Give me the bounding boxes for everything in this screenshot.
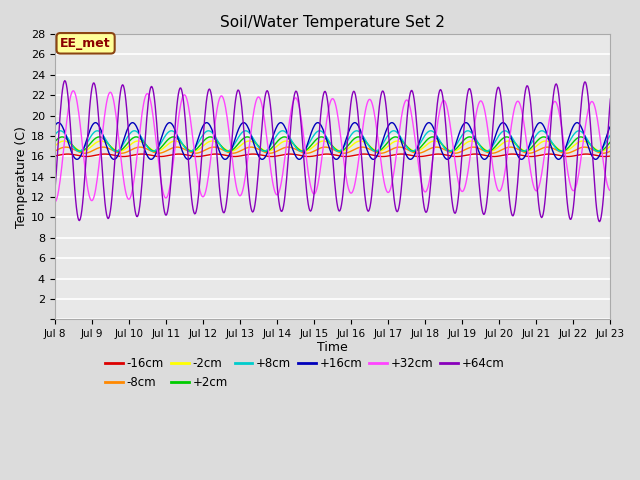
-8cm [175, 144, 182, 150]
+64cm [596, 219, 604, 225]
+16cm [204, 120, 212, 126]
Line: +64cm: +64cm [55, 81, 611, 222]
+64cm [401, 142, 409, 148]
X-axis label: Time: Time [317, 340, 348, 354]
-8cm [61, 144, 68, 150]
Line: -16cm: -16cm [55, 154, 611, 156]
+64cm [61, 79, 69, 84]
Line: -2cm: -2cm [55, 141, 611, 151]
Line: +2cm: +2cm [55, 137, 611, 151]
+2cm [51, 139, 59, 145]
Y-axis label: Temperature (C): Temperature (C) [15, 126, 28, 228]
+2cm [61, 135, 68, 141]
+8cm [418, 137, 426, 143]
+2cm [392, 134, 399, 140]
+8cm [402, 143, 410, 148]
+2cm [402, 142, 410, 148]
-2cm [175, 139, 183, 145]
+2cm [607, 139, 614, 145]
+32cm [417, 179, 425, 184]
+16cm [61, 130, 68, 135]
+2cm [175, 136, 182, 142]
+16cm [481, 156, 488, 162]
-2cm [119, 147, 127, 153]
+32cm [607, 188, 614, 193]
+64cm [61, 78, 68, 84]
+16cm [607, 123, 614, 129]
+8cm [61, 131, 68, 136]
+2cm [418, 143, 426, 149]
-2cm [205, 139, 212, 145]
-2cm [401, 142, 409, 147]
-2cm [597, 148, 605, 154]
+16cm [118, 142, 126, 148]
-8cm [204, 146, 212, 152]
-16cm [607, 153, 614, 159]
Text: EE_met: EE_met [60, 37, 111, 50]
-16cm [508, 151, 516, 157]
-8cm [402, 146, 410, 152]
-16cm [51, 153, 59, 159]
Line: +32cm: +32cm [55, 91, 611, 202]
-8cm [607, 148, 614, 154]
-2cm [607, 143, 614, 149]
+8cm [205, 128, 213, 134]
-8cm [266, 150, 273, 156]
Line: +16cm: +16cm [55, 123, 611, 159]
+64cm [119, 82, 127, 88]
+16cm [499, 120, 507, 126]
-16cm [204, 152, 212, 158]
+64cm [607, 96, 614, 102]
-16cm [175, 151, 182, 157]
+8cm [176, 137, 184, 143]
+8cm [118, 144, 126, 149]
+2cm [118, 146, 126, 152]
-16cm [118, 154, 126, 159]
+16cm [417, 136, 424, 142]
+32cm [175, 111, 183, 117]
+8cm [149, 148, 157, 154]
+8cm [168, 128, 175, 134]
+32cm [119, 171, 127, 177]
+16cm [51, 123, 59, 129]
+64cm [205, 87, 212, 93]
-8cm [51, 148, 59, 154]
-8cm [418, 150, 426, 156]
-16cm [61, 151, 68, 157]
+2cm [373, 148, 381, 154]
-2cm [60, 138, 68, 144]
-16cm [417, 154, 424, 159]
-16cm [400, 151, 408, 157]
+8cm [607, 132, 614, 138]
-8cm [284, 144, 292, 150]
+2cm [204, 135, 212, 141]
+64cm [51, 190, 59, 196]
Line: +8cm: +8cm [55, 131, 611, 151]
+32cm [70, 88, 77, 94]
+64cm [417, 177, 425, 183]
Line: -8cm: -8cm [55, 147, 611, 153]
Title: Soil/Water Temperature Set 2: Soil/Water Temperature Set 2 [220, 15, 445, 30]
-2cm [61, 138, 69, 144]
+32cm [61, 136, 68, 142]
+64cm [175, 87, 183, 93]
-2cm [417, 146, 425, 152]
-2cm [51, 143, 59, 149]
+32cm [401, 99, 409, 105]
Legend: -16cm, -8cm, -2cm, +2cm, +8cm, +16cm, +32cm, +64cm: -16cm, -8cm, -2cm, +2cm, +8cm, +16cm, +3… [100, 352, 509, 394]
-8cm [118, 150, 126, 156]
+16cm [175, 137, 182, 143]
+32cm [205, 172, 212, 178]
-16cm [490, 154, 497, 159]
+16cm [400, 147, 408, 153]
+8cm [51, 132, 59, 138]
+32cm [51, 199, 59, 205]
